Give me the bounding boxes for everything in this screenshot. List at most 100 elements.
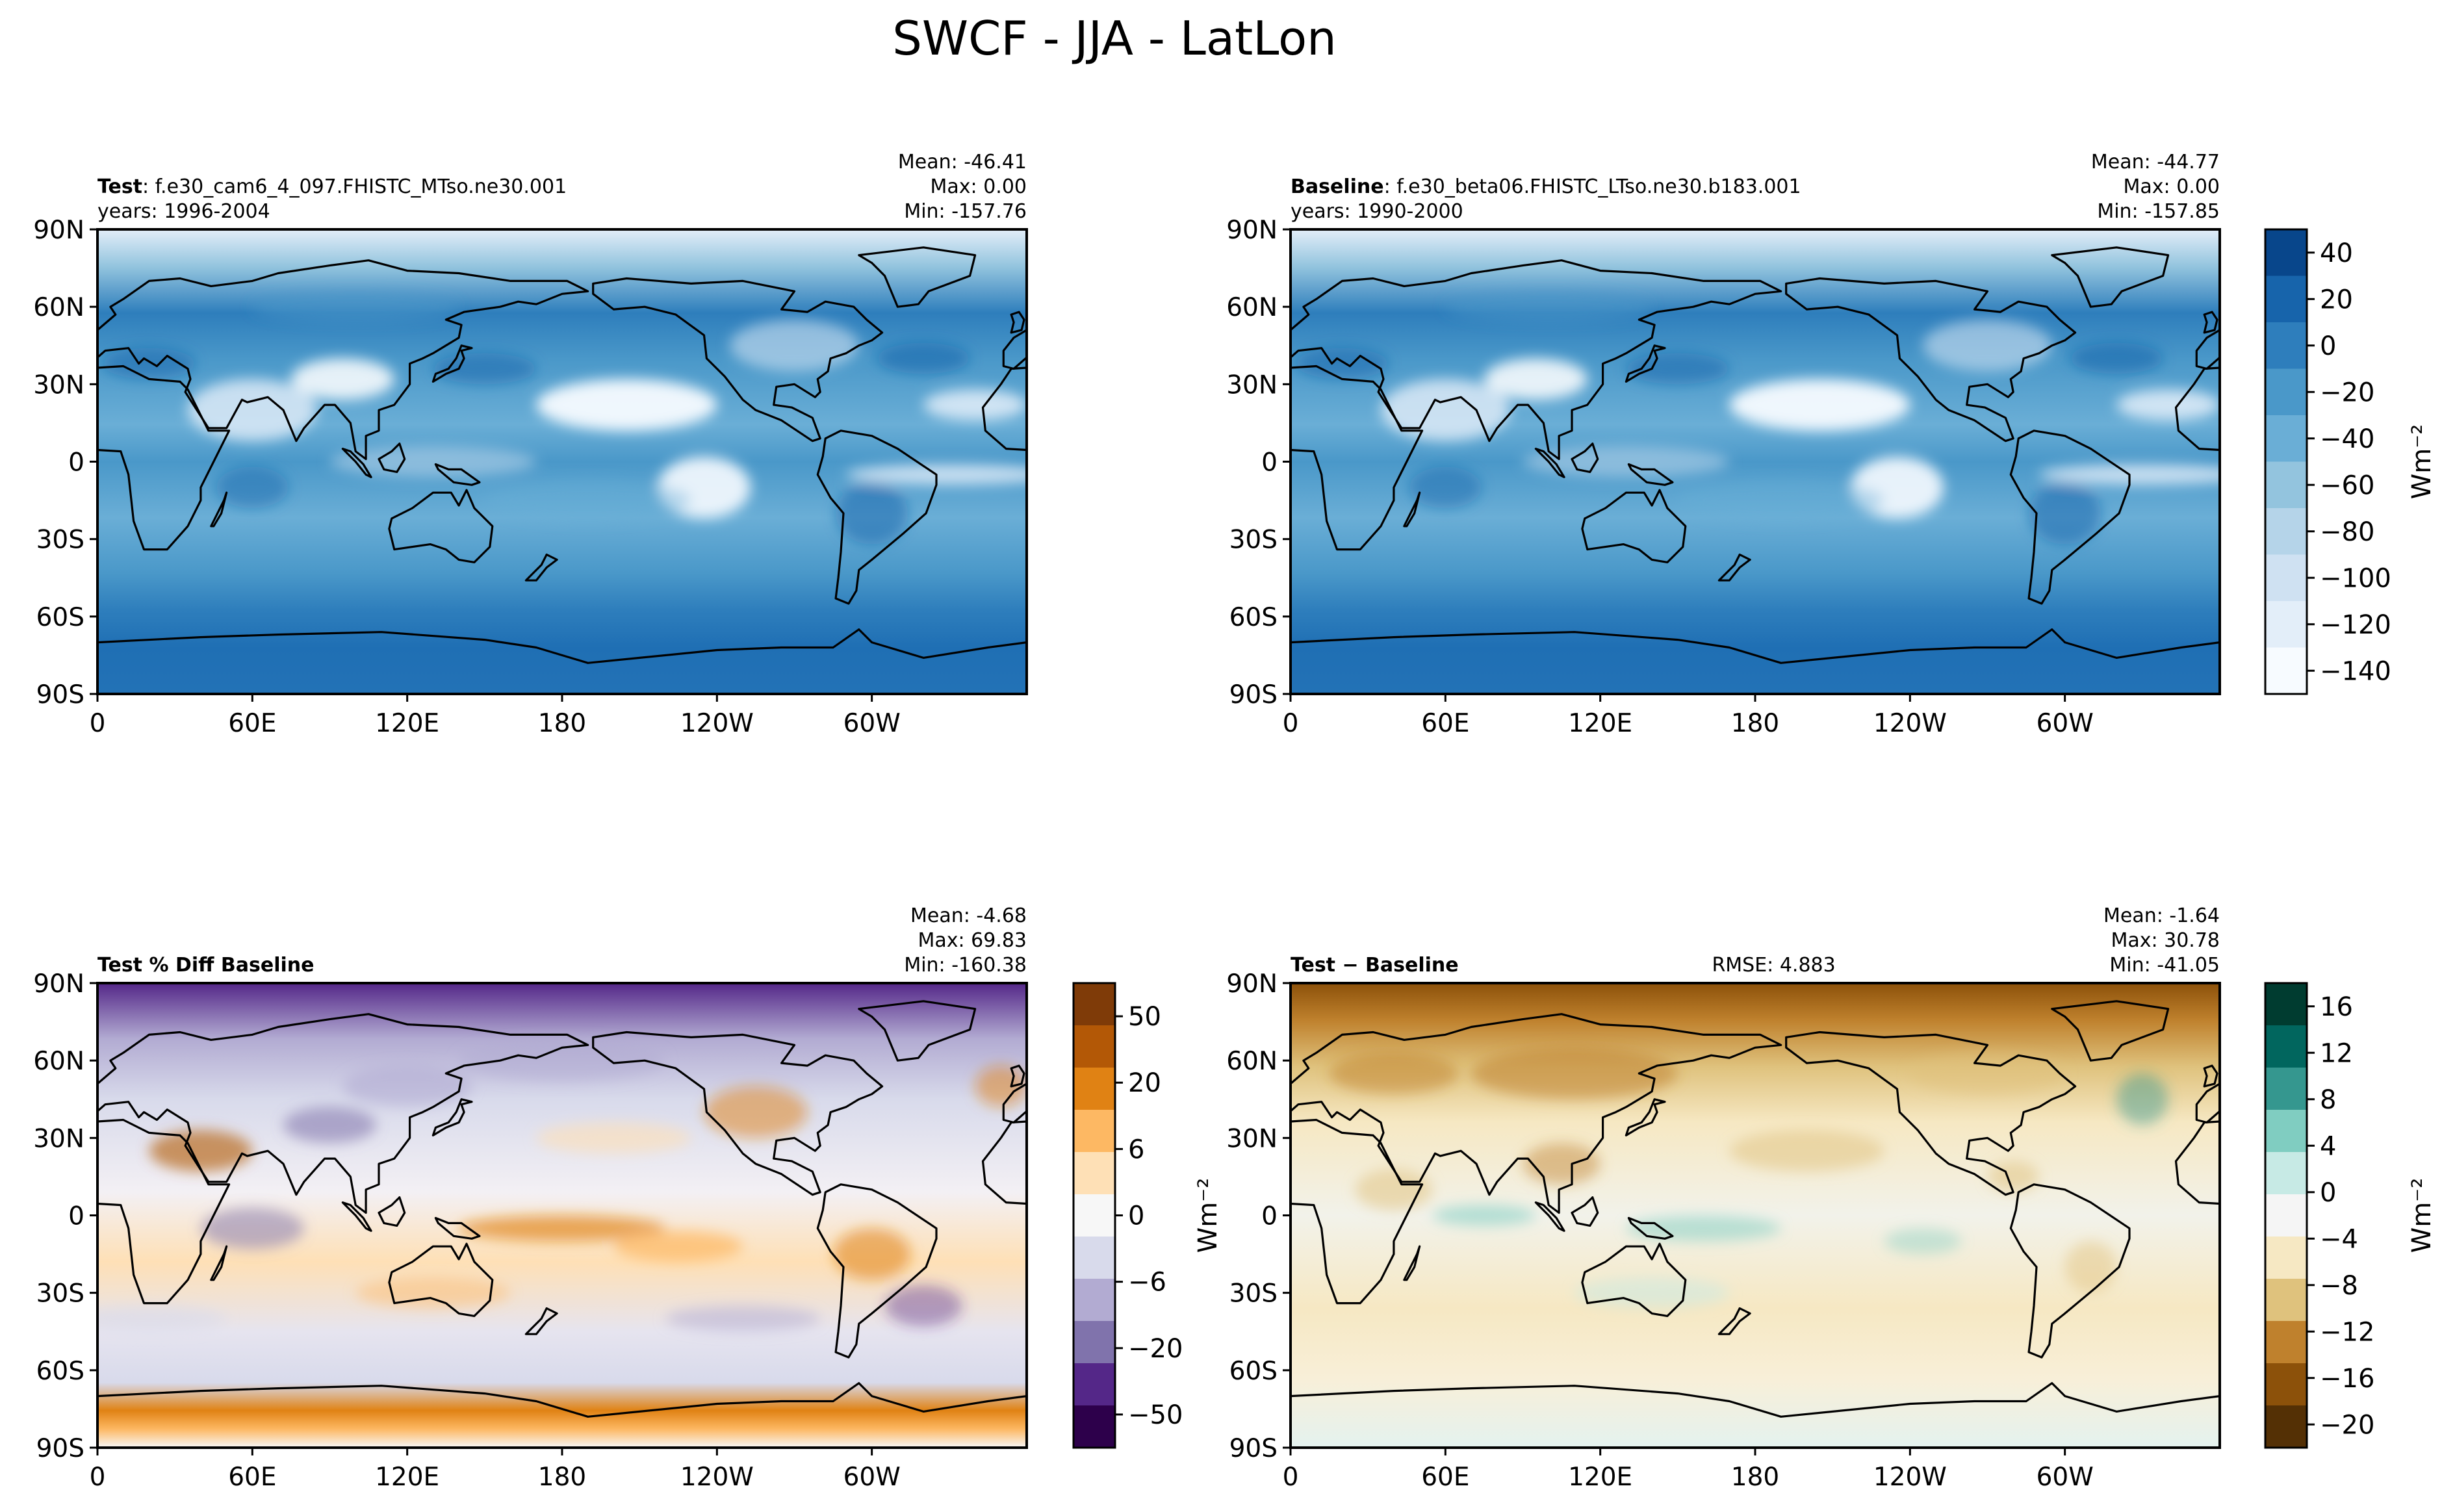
colorbar-segment bbox=[2265, 647, 2307, 695]
coastline-samerica bbox=[816, 1183, 938, 1359]
x-tick-label: 120W bbox=[1873, 709, 1947, 738]
y-tick-label: 60N bbox=[1226, 293, 1278, 322]
x-tick-label: 0 bbox=[1283, 709, 1299, 738]
coastline-eurasia bbox=[97, 259, 589, 461]
map-panel-diff: 0 60E 120E 180 120W 60W 90N 60N 30N 0 30S 60S 90S Tes… bbox=[1226, 904, 2221, 1492]
panel-case-label: Test: f.e30_cam6_4_097.FHISTC_MTso.ne30.… bbox=[97, 175, 567, 198]
coastline-samerica bbox=[2009, 1183, 2131, 1359]
field-feature bbox=[283, 1107, 376, 1144]
coastline-greenland bbox=[2051, 1000, 2170, 1062]
y-tick-label: 90N bbox=[33, 969, 84, 999]
panel-years: years: 1990-2000 bbox=[1291, 200, 1463, 223]
coastline-namerica bbox=[592, 277, 884, 442]
field-feature bbox=[836, 482, 908, 545]
colorbar-unit-label: Wm⁻² bbox=[2407, 424, 2437, 500]
colorbar-segment bbox=[2265, 554, 2307, 602]
colorbar-tick-label: 6 bbox=[1128, 1134, 1144, 1164]
y-tick-label: 60S bbox=[36, 1357, 84, 1386]
x-tick-label: 60E bbox=[228, 709, 276, 738]
panel-stat: Min: -160.38 bbox=[904, 954, 1027, 977]
y-tick-label: 0 bbox=[1261, 1202, 1278, 1231]
coastline-australia bbox=[388, 489, 494, 563]
field-feature bbox=[1523, 1143, 1600, 1185]
coastline-antarctica bbox=[1291, 1382, 2220, 1448]
x-tick-label: 180 bbox=[1731, 1463, 1779, 1492]
colorbar-tick-label: −20 bbox=[1128, 1334, 1183, 1364]
coastline-uk bbox=[2203, 311, 2218, 334]
field-features bbox=[102, 291, 1027, 545]
panel-stat: Mean: -1.64 bbox=[2103, 904, 2220, 927]
coastline-newguinea bbox=[434, 1216, 481, 1240]
field-features bbox=[97, 1040, 1027, 1332]
coastline-samerica bbox=[0, 431, 7, 604]
map-field bbox=[1081, 229, 2220, 694]
coastline-australia bbox=[388, 1242, 494, 1317]
y-tick-label: 60N bbox=[33, 293, 84, 322]
colorbar-tick-label: 20 bbox=[2320, 285, 2353, 314]
coastline-newzealand bbox=[1717, 1307, 1751, 1335]
colorbar-segment bbox=[2265, 1025, 2307, 1068]
field-feature bbox=[459, 1040, 665, 1081]
panel-case-kind: Test bbox=[97, 175, 142, 198]
field-feature bbox=[2029, 482, 2102, 545]
y-tick-label: 0 bbox=[68, 448, 84, 478]
field-background bbox=[1291, 983, 2220, 1448]
coastline-samerica bbox=[2009, 429, 2131, 605]
field-feature bbox=[2116, 1073, 2168, 1125]
colorbar-diff: 16 12 8 4 0 −4 −8 −12 −16 −20 Wm⁻² bbox=[2264, 982, 2437, 1449]
colorbar-segment bbox=[2265, 1321, 2307, 1364]
colorbar-tick-label: 40 bbox=[2320, 238, 2353, 268]
coastline-uk bbox=[1010, 311, 1025, 334]
colorbar-segment bbox=[1073, 1405, 1115, 1448]
y-tick-label: 0 bbox=[1261, 448, 1278, 478]
field-feature bbox=[613, 1231, 743, 1262]
colorbar-segment bbox=[2265, 508, 2307, 555]
coastline-samerica bbox=[1081, 431, 1200, 604]
colorbar-segment bbox=[1073, 1110, 1115, 1153]
field-feature bbox=[536, 1122, 691, 1154]
colorbar-segment bbox=[1073, 1321, 1115, 1364]
colorbar-tick-label: 8 bbox=[2320, 1085, 2336, 1115]
colorbar-tick-label: 50 bbox=[1128, 1002, 1161, 1032]
panel-stat: Max: 69.83 bbox=[918, 929, 1027, 952]
colorbar-tick-label: 0 bbox=[2320, 1178, 2336, 1208]
map-panel-test: 0 60E 120E 180 120W 60W 90N 60N 30N 0 30S 60S 90S Tes… bbox=[0, 151, 1156, 738]
panel-case-label: Test − Baseline bbox=[1291, 954, 1459, 977]
colorbar-segment bbox=[2265, 461, 2307, 509]
field-feature bbox=[975, 1066, 1027, 1107]
field-feature bbox=[665, 1305, 821, 1332]
coastline-samerica bbox=[816, 429, 938, 605]
y-tick-label: 60S bbox=[36, 603, 84, 632]
coastline-madagascar bbox=[1140, 493, 1156, 526]
colorbar-segment bbox=[2265, 322, 2307, 369]
field-feature bbox=[97, 1305, 227, 1332]
coastline-antarctica bbox=[1291, 628, 2220, 694]
field-feature bbox=[329, 446, 537, 478]
field-feature bbox=[252, 291, 459, 322]
map-field bbox=[0, 229, 1156, 694]
y-tick-label: 60S bbox=[1229, 603, 1278, 632]
colorbar-segment bbox=[2265, 368, 2307, 416]
y-tick-label: 30N bbox=[33, 370, 84, 400]
y-tick-label: 30N bbox=[1226, 1124, 1278, 1153]
y-tick-label: 30S bbox=[36, 1279, 84, 1309]
coastline-borneo bbox=[378, 1196, 406, 1227]
panel-case-name: : f.e30_beta06.FHISTC_LTso.ne30.b183.001 bbox=[1384, 175, 1801, 198]
x-tick-label: 0 bbox=[90, 1463, 106, 1492]
y-tick-label: 60N bbox=[1226, 1047, 1278, 1076]
panel-case-label: Baseline: f.e30_beta06.FHISTC_LTso.ne30.… bbox=[1291, 175, 1801, 198]
colorbar-segment bbox=[2265, 1194, 2307, 1237]
coastline-greenland bbox=[1123, 248, 1239, 307]
field-feature bbox=[1409, 467, 1482, 508]
x-tick-label: 60E bbox=[228, 1463, 276, 1492]
coastline-uk bbox=[2203, 1064, 2218, 1088]
y-tick-label: 30S bbox=[36, 526, 84, 555]
field-feature bbox=[1884, 1228, 1962, 1255]
colorbar-tick-label: −16 bbox=[2320, 1364, 2374, 1394]
colorbar-segment bbox=[2265, 1152, 2307, 1195]
coastline-newzealand bbox=[524, 553, 558, 582]
colorbar-segment bbox=[1073, 983, 1115, 1026]
field-background bbox=[1291, 229, 2220, 694]
field-feature bbox=[877, 342, 970, 374]
x-tick-label: 0 bbox=[90, 709, 106, 738]
